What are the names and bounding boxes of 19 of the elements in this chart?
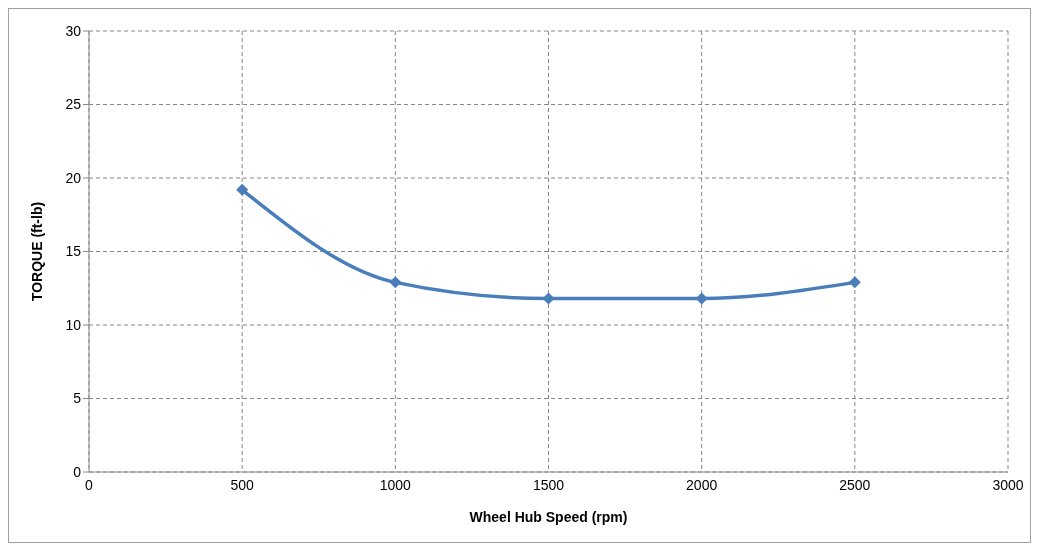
y-tick-label: 10	[65, 316, 82, 333]
x-tick-label: 1500	[532, 476, 565, 493]
point	[236, 183, 249, 196]
y-axis-title: TORQUE (ft-lb)	[28, 201, 45, 302]
point	[848, 276, 861, 289]
y-tick-label: 20	[65, 169, 82, 186]
x-axis-title: Wheel Hub Speed (rpm)	[469, 509, 628, 525]
x-tick-label: 3000	[992, 476, 1024, 493]
point	[389, 276, 402, 289]
y-tick-label: 25	[65, 96, 82, 113]
x-tick-label: 1000	[379, 476, 412, 493]
y-tick-label: 30	[65, 22, 82, 39]
y-tick-label: 15	[65, 243, 82, 260]
x-tick-label: 0	[85, 476, 94, 493]
x-tick-label: 2000	[686, 476, 718, 493]
y-tick-label: 0	[73, 463, 82, 480]
y-tick-label: 5	[73, 390, 82, 407]
x-tick-label: 2500	[839, 476, 871, 493]
x-tick-label: 500	[230, 476, 255, 493]
